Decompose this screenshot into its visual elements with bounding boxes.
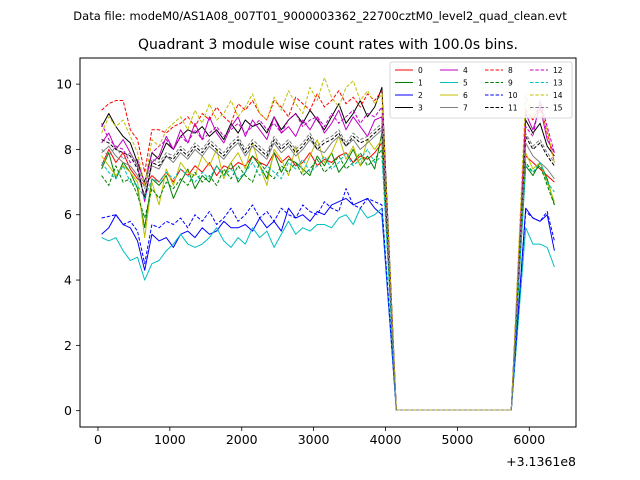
x-tick-label: 1000	[154, 432, 186, 447]
legend-label-13: 13	[553, 79, 563, 88]
legend-label-9: 9	[508, 79, 513, 88]
legend-label-12: 12	[553, 66, 563, 75]
series-line-12	[101, 100, 555, 411]
legend-label-4: 4	[463, 66, 468, 75]
x-tick-label: 3000	[298, 432, 330, 447]
series-line-9	[101, 148, 555, 411]
series-layer	[101, 77, 555, 411]
x-tick-label: 5000	[441, 432, 473, 447]
x-axis: 0 1000 2000 3000 4000 5000 6000	[94, 427, 545, 447]
legend-label-14: 14	[553, 91, 563, 100]
axes-frame	[79, 57, 577, 428]
legend-label-15: 15	[553, 104, 563, 113]
y-tick-label: 6	[64, 207, 72, 222]
series-line-15	[101, 122, 555, 411]
series-line-13	[101, 148, 555, 411]
y-tick-label: 10	[56, 77, 72, 92]
figure-suptitle: Data file: modeM0/AS1A08_007T01_90000033…	[73, 9, 567, 23]
y-tick-label: 0	[64, 403, 72, 418]
x-tick-label: 0	[94, 432, 102, 447]
legend-label-2: 2	[418, 91, 423, 100]
legend-label-6: 6	[463, 91, 468, 100]
x-offset-label: +3.1361e8	[506, 454, 576, 469]
legend-label-1: 1	[418, 79, 423, 88]
x-tick-label: 4000	[370, 432, 402, 447]
legend-label-8: 8	[508, 66, 513, 75]
y-tick-label: 8	[64, 142, 72, 157]
legend-box	[389, 61, 573, 119]
x-tick-label: 2000	[226, 432, 258, 447]
legend-label-7: 7	[463, 104, 468, 113]
x-tick-label: 6000	[513, 432, 545, 447]
y-tick-label: 4	[64, 273, 72, 288]
series-line-10	[101, 188, 555, 411]
legend-label-10: 10	[508, 91, 518, 100]
y-axis: 0 2 4 6 8 10	[56, 77, 80, 418]
legend-label-3: 3	[418, 104, 423, 113]
legend-label-0: 0	[418, 66, 423, 75]
legend-label-5: 5	[463, 79, 468, 88]
chart-title: Quadrant 3 module wise count rates with …	[138, 37, 518, 53]
legend-label-11: 11	[508, 104, 518, 113]
y-tick-label: 2	[64, 338, 72, 353]
